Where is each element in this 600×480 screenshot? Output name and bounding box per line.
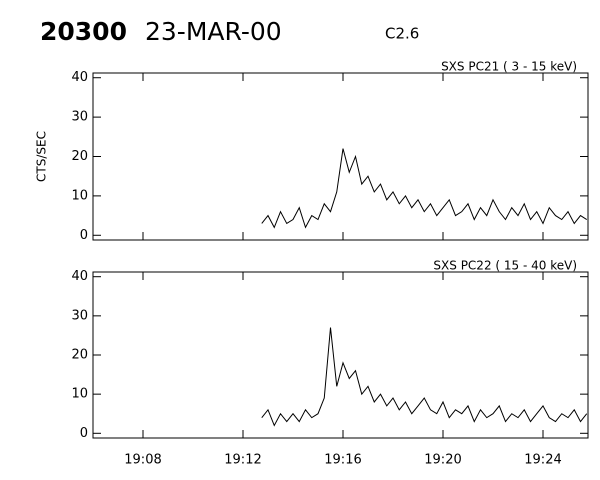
- data-line: [261, 327, 588, 427]
- data-line: [261, 148, 588, 229]
- x-tick-label: 19:24: [524, 453, 561, 468]
- y-tick-label: 20: [71, 149, 88, 164]
- plot-frame: [92, 72, 589, 241]
- plot-frame: [92, 271, 589, 439]
- y-tick-label: 10: [71, 188, 88, 203]
- event-date: 23-MAR-00: [145, 17, 282, 46]
- y-tick-label: 30: [71, 308, 88, 323]
- panel-title: SXS PC21 ( 3 - 15 keV): [441, 60, 577, 74]
- panel-title: SXS PC22 ( 15 - 40 keV): [433, 259, 577, 273]
- flare-class: C2.6: [385, 25, 419, 43]
- y-axis-label: CTS/SEC: [35, 131, 49, 182]
- y-tick-label: 30: [71, 110, 88, 125]
- y-tick-label: 0: [80, 228, 88, 243]
- y-tick-label: 20: [71, 348, 88, 363]
- y-tick-label: 40: [71, 269, 88, 284]
- y-tick-label: 0: [80, 426, 88, 441]
- x-tick-label: 19:08: [124, 453, 161, 468]
- x-tick-label: 19:20: [424, 453, 461, 468]
- y-tick-label: 40: [71, 70, 88, 85]
- x-tick-label: 19:16: [324, 453, 361, 468]
- x-tick-label: 19:12: [224, 453, 261, 468]
- y-tick-label: 10: [71, 387, 88, 402]
- event-id: 20300: [40, 17, 127, 46]
